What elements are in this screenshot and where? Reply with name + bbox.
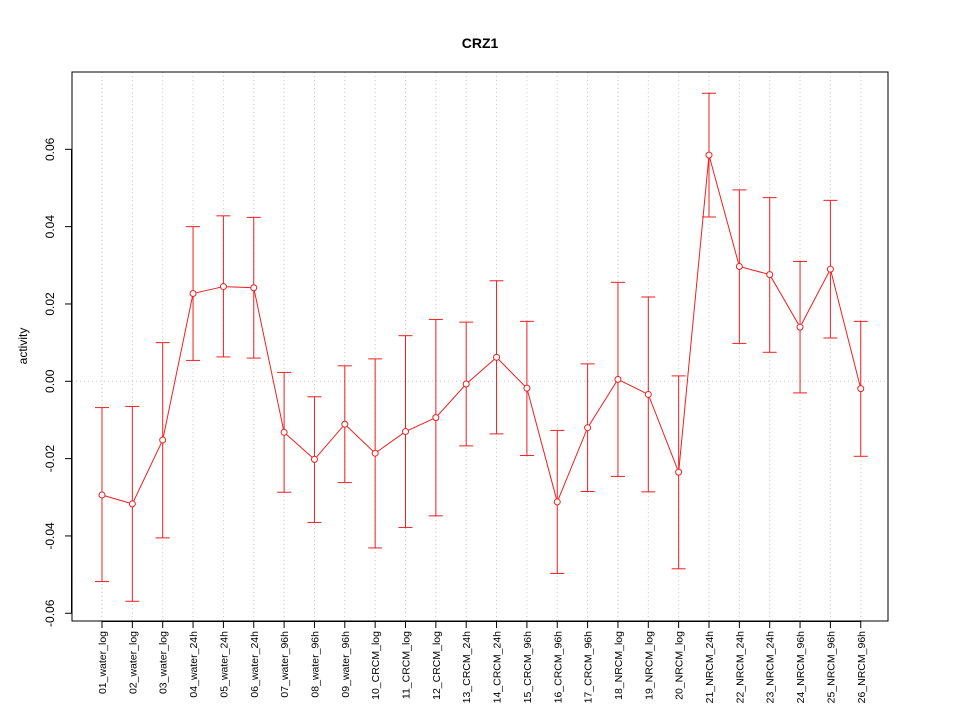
y-axis-label: activity	[16, 328, 30, 365]
y-tick-label: -0.04	[43, 522, 57, 550]
x-tick-label: 26_NRCM_96h	[856, 631, 868, 704]
data-point	[98, 491, 106, 499]
data-point	[371, 449, 379, 457]
x-tick-label: 21_NRCM_24h	[704, 631, 716, 704]
x-tick-label: 05_water_24h	[218, 631, 230, 698]
series-line	[101, 154, 862, 505]
x-tick-label: 17_CRCM_96h	[583, 631, 595, 704]
x-tick-label: 16_CRCM_96h	[552, 631, 564, 704]
data-point	[219, 283, 227, 291]
data-point	[826, 265, 834, 273]
data-point	[705, 151, 713, 159]
x-tick-label: 23_NRCM_24h	[765, 631, 777, 704]
x-tick-label: 04_water_24h	[188, 631, 200, 698]
data-point	[796, 323, 804, 331]
data-point	[462, 380, 470, 388]
x-tick-label: 06_water_24h	[249, 631, 261, 698]
x-tick-label: 13_CRCM_24h	[461, 631, 473, 704]
x-tick-label: 01_water_log	[97, 631, 109, 694]
x-tick-label: 03_water_log	[158, 631, 170, 694]
data-point	[310, 455, 318, 463]
data-point	[402, 428, 409, 436]
data-point	[280, 428, 288, 436]
data-point	[614, 375, 622, 383]
y-tick-label: -0.06	[43, 599, 57, 627]
data-point	[675, 468, 683, 476]
y-tick-label: -0.02	[43, 445, 57, 473]
data-point	[189, 290, 197, 298]
x-tick-label: 07_water_96h	[279, 631, 291, 698]
data-point	[735, 262, 743, 270]
y-axis: -0.06 -0.04 -0.02 0.00 0.02 0.04 0.06	[43, 137, 72, 627]
data-point	[128, 500, 136, 508]
x-tick-label: 18_NRCM_log	[613, 631, 625, 700]
series-layer	[95, 92, 868, 602]
y-tick-label: 0.04	[43, 215, 57, 239]
x-tick-label: 19_NRCM_log	[643, 631, 655, 700]
data-point	[159, 436, 167, 444]
data-point	[341, 420, 349, 428]
data-point	[250, 284, 258, 292]
x-tick-label: 15_CRCM_96h	[522, 631, 534, 704]
x-tick-label: 14_CRCM_24h	[492, 631, 504, 704]
data-point	[553, 498, 561, 506]
x-tick-label: 09_water_96h	[340, 631, 352, 698]
x-tick-label: 12_CRCM_log	[431, 631, 443, 700]
y-tick-label: 0.06	[43, 137, 57, 161]
plot-frame	[71, 71, 889, 622]
data-point	[493, 353, 501, 361]
data-point	[584, 424, 592, 432]
x-tick-label: 24_NRCM_96h	[795, 631, 807, 704]
x-tick-label: 08_water_96h	[309, 631, 321, 698]
x-tick-label: 25_NRCM_96h	[825, 631, 837, 704]
x-tick-label: 11_CRCM_log	[401, 631, 413, 699]
data-point	[766, 271, 774, 279]
x-axis: 01_water_log 02_water_log 03_water_log 04_w…	[97, 621, 868, 703]
x-tick-label: 10_CRCM_log	[370, 631, 382, 700]
data-point	[644, 390, 652, 398]
grid-layer	[72, 72, 888, 621]
y-tick-label: 0.02	[43, 292, 57, 316]
x-tick-label: 02_water_log	[127, 631, 139, 694]
chart-title: CRZ1	[462, 35, 499, 51]
data-point	[523, 384, 531, 392]
data-point	[857, 385, 865, 393]
x-tick-label: 22_NRCM_24h	[734, 631, 746, 704]
x-tick-label: 20_NRCM_log	[674, 631, 686, 700]
data-point	[432, 414, 440, 422]
y-tick-label: 0.00	[43, 369, 57, 393]
